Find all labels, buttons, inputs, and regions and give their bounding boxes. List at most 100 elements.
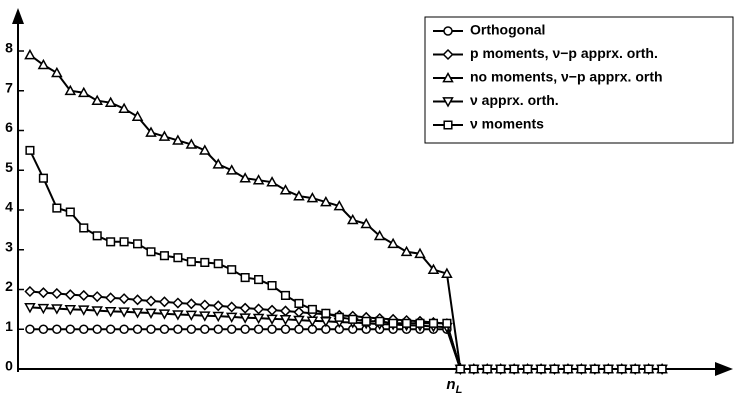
legend-label: ν moments: [470, 116, 544, 132]
y-tick-label: 7: [5, 79, 13, 95]
marker: [173, 253, 183, 263]
marker: [24, 285, 36, 298]
marker: [172, 310, 184, 321]
marker: [402, 318, 412, 328]
marker: [38, 324, 49, 334]
marker: [346, 213, 359, 225]
legend-label: p moments, ν−p apprx. orth.: [470, 45, 658, 61]
marker: [280, 324, 291, 334]
marker: [240, 273, 250, 283]
marker: [159, 251, 169, 261]
marker: [442, 97, 454, 108]
marker: [240, 324, 250, 334]
marker: [293, 315, 305, 327]
marker: [469, 364, 479, 374]
legend-label: no moments, ν−p apprx. orth: [470, 69, 663, 85]
legend-label: ν apprx. orth.: [470, 92, 559, 108]
marker: [279, 305, 292, 317]
marker: [293, 306, 305, 318]
marker: [239, 302, 251, 314]
marker: [132, 324, 143, 334]
marker: [118, 307, 130, 318]
marker: [212, 158, 225, 169]
marker: [37, 287, 49, 299]
marker: [509, 364, 519, 374]
marker: [603, 364, 613, 374]
y-axis-arrow: [12, 8, 24, 24]
marker: [415, 318, 425, 328]
marker: [65, 207, 75, 217]
marker: [266, 176, 278, 187]
marker: [549, 364, 560, 374]
marker: [146, 247, 156, 257]
marker: [91, 291, 103, 303]
y-tick-label: 8: [5, 40, 13, 56]
marker: [51, 66, 63, 78]
marker: [225, 312, 238, 323]
marker: [52, 324, 62, 334]
marker: [24, 303, 36, 314]
x-tick-label: nL: [446, 376, 462, 396]
marker: [266, 304, 278, 316]
marker: [576, 364, 586, 374]
marker: [441, 267, 453, 278]
marker: [25, 324, 35, 334]
x-axis-arrow: [715, 362, 733, 376]
marker: [158, 296, 171, 308]
marker: [360, 217, 372, 229]
marker: [104, 96, 117, 108]
marker: [146, 324, 156, 334]
marker: [91, 94, 103, 106]
marker: [334, 312, 344, 322]
y-tick-label: 2: [5, 278, 13, 294]
marker: [77, 305, 90, 316]
marker: [455, 364, 465, 374]
x-tick-subscript: L: [456, 384, 463, 396]
marker: [25, 145, 35, 155]
marker: [387, 237, 399, 249]
marker: [226, 301, 238, 313]
y-tick-label: 5: [5, 159, 13, 175]
marker: [253, 303, 265, 315]
marker: [496, 364, 506, 374]
marker: [657, 364, 667, 374]
marker: [133, 239, 143, 249]
marker: [333, 199, 346, 211]
marker: [225, 164, 238, 175]
y-tick-label: 1: [5, 318, 13, 334]
marker: [145, 308, 157, 319]
marker: [52, 203, 62, 213]
marker: [442, 318, 452, 328]
series-line: [29, 328, 663, 370]
marker: [279, 314, 292, 326]
marker: [293, 190, 305, 201]
marker: [173, 324, 183, 334]
marker: [644, 364, 654, 374]
legend-box: [424, 16, 734, 144]
marker: [294, 298, 304, 308]
marker: [442, 71, 454, 83]
marker: [64, 305, 77, 316]
marker: [307, 304, 317, 314]
marker: [428, 318, 438, 328]
marker: [320, 196, 332, 207]
marker: [92, 231, 102, 241]
marker: [294, 324, 304, 334]
marker: [78, 289, 90, 302]
marker: [106, 237, 116, 247]
y-tick-label: 4: [5, 199, 13, 215]
marker: [443, 26, 453, 36]
marker: [131, 294, 144, 306]
marker: [172, 134, 184, 145]
marker: [119, 324, 129, 334]
marker: [37, 58, 50, 70]
marker: [266, 314, 278, 325]
marker: [24, 48, 36, 60]
marker: [159, 324, 170, 334]
marker: [536, 364, 546, 374]
marker: [254, 275, 264, 285]
marker: [443, 120, 453, 130]
marker: [65, 324, 76, 334]
marker: [630, 364, 640, 374]
